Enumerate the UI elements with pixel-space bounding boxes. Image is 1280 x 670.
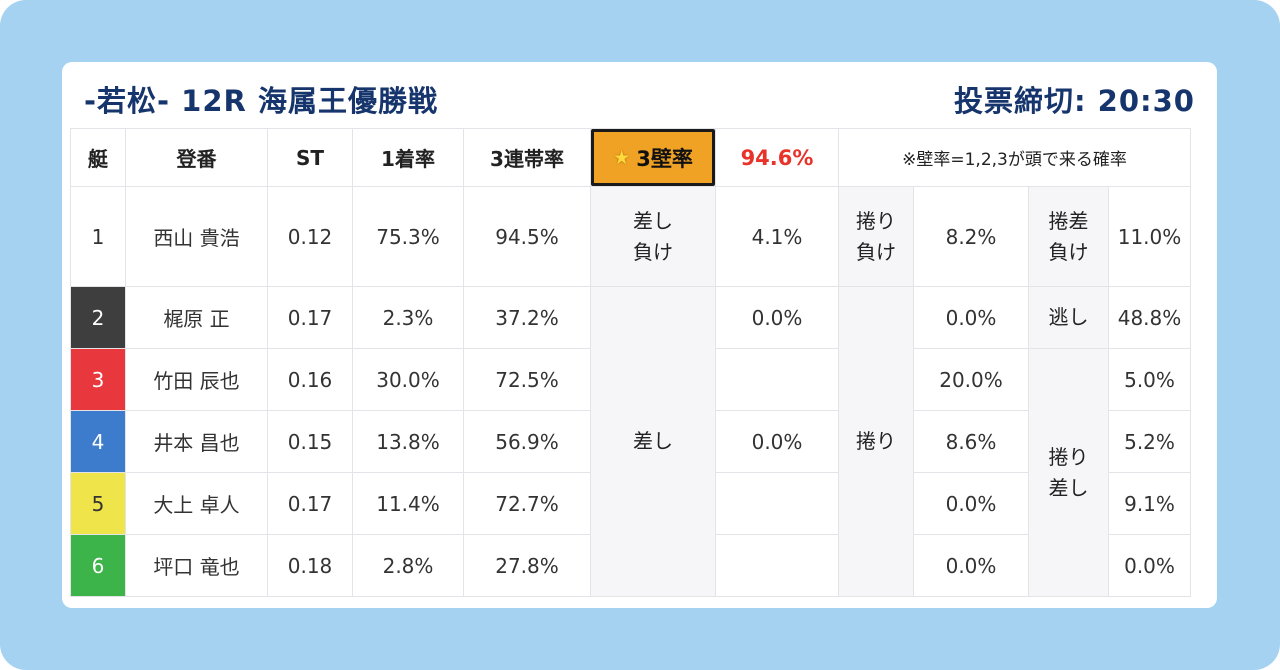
racer-name-cell: 大上 卓人 bbox=[125, 472, 268, 535]
win-rate-cell: 30.0% bbox=[352, 348, 464, 411]
st-cell: 0.16 bbox=[267, 348, 353, 411]
kimarite-makurizashi-label: 捲り 差し bbox=[1028, 348, 1109, 597]
wall-rate-value: 94.6% bbox=[715, 128, 839, 187]
top3-rate-cell: 27.8% bbox=[463, 534, 591, 597]
boat-number-cell: 1 bbox=[70, 186, 126, 287]
kimarite-sashi-make-label: 差し 負け bbox=[590, 186, 716, 287]
top3-rate-cell: 56.9% bbox=[463, 410, 591, 473]
racer-name-cell: 竹田 辰也 bbox=[125, 348, 268, 411]
card-header: -若松- 12R 海属王優勝戦 投票締切: 20:30 bbox=[62, 62, 1217, 128]
top3-rate-cell: 72.5% bbox=[463, 348, 591, 411]
table-header-row: 艇 登番 ST 1着率 3連帯率 ★ 3壁率 94.6% ※壁率=1,2,3が頭… bbox=[70, 128, 1191, 187]
kimarite-value-cell: 4.1% bbox=[715, 186, 839, 287]
table-row: 2 梶原 正 0.17 2.3% 37.2% 差し 0.0% 捲り 0.0% 逃… bbox=[70, 286, 1191, 597]
top3-rate-cell: 72.7% bbox=[463, 472, 591, 535]
wall-rate-button[interactable]: ★ 3壁率 bbox=[591, 129, 715, 186]
kimarite-value-cell: 8.2% bbox=[913, 186, 1029, 287]
top3-rate-cell: 94.5% bbox=[463, 186, 591, 287]
race-card: -若松- 12R 海属王優勝戦 投票締切: 20:30 艇 登番 ST 1着率 … bbox=[62, 62, 1217, 608]
st-cell: 0.15 bbox=[267, 410, 353, 473]
win-rate-column-header: 1着率 bbox=[352, 128, 464, 187]
kimarite-value-cell: 0.0% bbox=[715, 410, 839, 473]
kimarite-value-cell: 20.0% bbox=[913, 348, 1029, 411]
kimarite-value-cell: 0.0% bbox=[1108, 534, 1191, 597]
top3-rate-column-header: 3連帯率 bbox=[463, 128, 591, 187]
win-rate-cell: 2.8% bbox=[352, 534, 464, 597]
kimarite-makuri-label: 捲り bbox=[838, 286, 914, 597]
racer-name-cell: 坪口 竜也 bbox=[125, 534, 268, 597]
boat-number-cell: 5 bbox=[70, 472, 126, 535]
win-rate-cell: 75.3% bbox=[352, 186, 464, 287]
kimarite-value-cell: 48.8% bbox=[1108, 286, 1191, 349]
table-row: 6 坪口 竜也 0.18 2.8% 27.8% 0.0% 0.0% bbox=[70, 534, 1191, 597]
wall-rate-header-cell: ★ 3壁率 bbox=[590, 128, 716, 187]
kimarite-value-cell: 11.0% bbox=[1108, 186, 1191, 287]
table-row: 3 竹田 辰也 0.16 30.0% 72.5% 20.0% 捲り 差し 5.0… bbox=[70, 348, 1191, 597]
top3-rate-cell: 37.2% bbox=[463, 286, 591, 349]
boat-number-cell: 2 bbox=[70, 286, 126, 349]
kimarite-value-cell: 8.6% bbox=[913, 410, 1029, 473]
kimarite-sashi-label: 差し bbox=[590, 286, 716, 597]
kimarite-makurizashi-make-label: 捲差 負け bbox=[1028, 186, 1109, 287]
wall-rate-note: ※壁率=1,2,3が頭で来る確率 bbox=[838, 128, 1191, 187]
kimarite-value-cell: 0.0% bbox=[913, 472, 1029, 535]
win-rate-cell: 13.8% bbox=[352, 410, 464, 473]
st-column-header: ST bbox=[267, 128, 353, 187]
st-cell: 0.17 bbox=[267, 286, 353, 349]
win-rate-cell: 11.4% bbox=[352, 472, 464, 535]
boat-number-cell: 3 bbox=[70, 348, 126, 411]
kimarite-value-cell bbox=[715, 472, 839, 535]
table-row: 1 西山 貴浩 0.12 75.3% 94.5% 差し 負け 4.1% 捲り 負… bbox=[70, 186, 1191, 287]
kimarite-value-cell bbox=[715, 534, 839, 597]
name-column-header: 登番 bbox=[125, 128, 268, 187]
wall-rate-label: 3壁率 bbox=[636, 146, 693, 171]
kimarite-value-cell: 0.0% bbox=[913, 286, 1029, 349]
st-cell: 0.17 bbox=[267, 472, 353, 535]
boat-number-cell: 4 bbox=[70, 410, 126, 473]
star-icon: ★ bbox=[613, 146, 631, 169]
win-rate-cell: 2.3% bbox=[352, 286, 464, 349]
boat-column-header: 艇 bbox=[70, 128, 126, 187]
racer-name-cell: 梶原 正 bbox=[125, 286, 268, 349]
racer-name-cell: 井本 昌也 bbox=[125, 410, 268, 473]
st-cell: 0.18 bbox=[267, 534, 353, 597]
st-cell: 0.12 bbox=[267, 186, 353, 287]
boat-number-cell: 6 bbox=[70, 534, 126, 597]
kimarite-nigashi-label: 逃し bbox=[1028, 286, 1109, 349]
page-title: -若松- 12R 海属王優勝戦 bbox=[84, 84, 438, 118]
kimarite-value-cell: 5.0% bbox=[1108, 348, 1191, 411]
kimarite-value-cell: 9.1% bbox=[1108, 472, 1191, 535]
kimarite-makuri-make-label: 捲り 負け bbox=[838, 186, 914, 287]
kimarite-value-cell: 0.0% bbox=[715, 286, 839, 349]
race-table: 艇 登番 ST 1着率 3連帯率 ★ 3壁率 94.6% ※壁率=1,2,3が頭… bbox=[70, 128, 1191, 597]
vote-deadline: 投票締切: 20:30 bbox=[953, 84, 1195, 118]
kimarite-value-cell bbox=[715, 348, 839, 411]
kimarite-value-cell: 0.0% bbox=[913, 534, 1029, 597]
racer-name-cell: 西山 貴浩 bbox=[125, 186, 268, 287]
kimarite-value-cell: 5.2% bbox=[1108, 410, 1191, 473]
